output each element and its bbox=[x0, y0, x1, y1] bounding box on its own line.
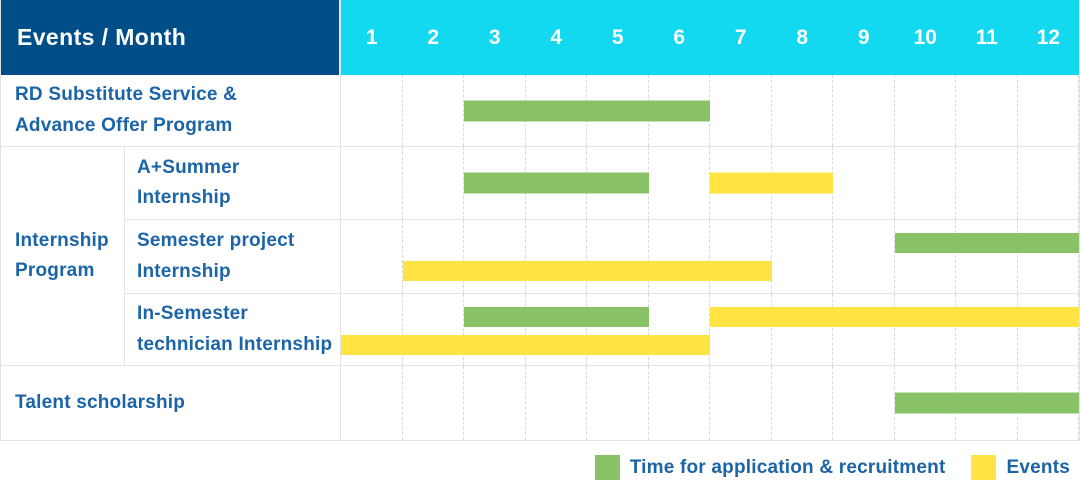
month-gridline bbox=[403, 75, 464, 146]
month-header-3: 3 bbox=[488, 25, 501, 49]
legend-label-events: Events bbox=[1006, 456, 1070, 478]
timeline-semester-project-internship bbox=[341, 220, 1079, 294]
timeline-bar-events bbox=[710, 307, 1079, 327]
month-gridline bbox=[403, 294, 464, 365]
month-gridline bbox=[956, 220, 1018, 293]
month-gridline bbox=[341, 75, 403, 146]
month-gridline bbox=[403, 147, 464, 219]
month-header-8: 8 bbox=[796, 25, 809, 49]
month-gridline bbox=[341, 294, 403, 365]
month-gridline bbox=[895, 147, 956, 219]
month-header-11: 11 bbox=[975, 25, 998, 49]
month-header-6: 6 bbox=[673, 25, 686, 49]
row-label-in-semester-technician-internship: In-Semester technician Internship bbox=[125, 294, 341, 366]
month-gridline bbox=[341, 147, 403, 219]
month-gridline bbox=[526, 294, 587, 365]
row-label-semester-project-internship: Semester project Internship bbox=[125, 220, 341, 294]
month-gridline bbox=[895, 220, 956, 293]
month-header-1: 1 bbox=[365, 25, 378, 49]
green-swatch-icon bbox=[594, 455, 620, 480]
month-gridline bbox=[833, 147, 895, 219]
month-gridline bbox=[587, 220, 649, 293]
month-gridline bbox=[403, 220, 464, 293]
timeline-in-semester-technician-internship bbox=[341, 294, 1079, 366]
table-header-title: Events / Month bbox=[1, 0, 341, 75]
timeline-bar-events bbox=[341, 335, 710, 355]
timeline-bar-recruitment bbox=[464, 100, 710, 121]
month-gridline bbox=[649, 366, 710, 440]
timeline-a-plus-summer-internship bbox=[341, 147, 1079, 220]
month-gridline bbox=[526, 366, 587, 440]
month-gridline bbox=[710, 75, 772, 146]
row-label-rd-substitute-advance-offer: RD Substitute Service & Advance Offer Pr… bbox=[1, 75, 341, 147]
month-gridline bbox=[526, 220, 587, 293]
month-gridline bbox=[464, 220, 526, 293]
month-gridline bbox=[895, 294, 956, 365]
month-gridline bbox=[833, 220, 895, 293]
group-label-internship-program: Internship Program bbox=[1, 147, 125, 366]
month-gridline bbox=[833, 366, 895, 440]
month-gridline bbox=[1018, 294, 1079, 365]
month-gridline bbox=[587, 366, 649, 440]
month-gridline bbox=[341, 220, 403, 293]
month-gridline bbox=[649, 147, 710, 219]
legend-item-events: Events bbox=[971, 455, 1070, 480]
month-gridline bbox=[772, 294, 833, 365]
month-gridline bbox=[649, 294, 710, 365]
timeline-bar-recruitment bbox=[894, 233, 1079, 253]
month-gridline bbox=[464, 366, 526, 440]
month-gridline bbox=[403, 366, 464, 440]
timeline-bar-recruitment bbox=[464, 307, 649, 327]
month-gridline bbox=[833, 294, 895, 365]
timeline-bar-recruitment bbox=[894, 392, 1079, 414]
row-label-talent-scholarship: Talent scholarship bbox=[1, 366, 341, 441]
timeline-bar-recruitment bbox=[464, 172, 649, 194]
month-gridline bbox=[649, 220, 710, 293]
month-gridline bbox=[956, 294, 1018, 365]
timeline-rd-substitute-advance-offer bbox=[341, 75, 1079, 147]
month-gridline bbox=[772, 220, 833, 293]
month-gridline bbox=[1018, 75, 1079, 146]
month-header-5: 5 bbox=[611, 25, 624, 49]
month-gridline bbox=[833, 75, 895, 146]
events-month-gantt-table: Events / Month 1 2 3 4 5 6 7 8 9 10 11 12 RD Substi… bbox=[0, 0, 1080, 441]
month-header-4: 4 bbox=[550, 25, 563, 49]
legend: Time for application & recruitment Event… bbox=[0, 441, 1080, 494]
month-gridline bbox=[956, 147, 1018, 219]
month-header-12: 12 bbox=[1036, 25, 1060, 49]
month-header-row: 1 2 3 4 5 6 7 8 9 10 11 12 bbox=[341, 0, 1079, 75]
month-gridline bbox=[710, 366, 772, 440]
month-header-7: 7 bbox=[734, 25, 747, 49]
row-label-a-plus-summer-internship: A+Summer Internship bbox=[125, 147, 341, 220]
timeline-talent-scholarship bbox=[341, 366, 1079, 441]
month-gridline bbox=[1018, 220, 1079, 293]
timeline-bar-events bbox=[710, 172, 833, 194]
month-header-2: 2 bbox=[427, 25, 440, 49]
month-gridline bbox=[341, 366, 403, 440]
month-gridline bbox=[895, 75, 956, 146]
timeline-bar-events bbox=[402, 261, 772, 281]
month-gridline bbox=[587, 294, 649, 365]
month-gridline bbox=[772, 366, 833, 440]
legend-label-application-recruitment: Time for application & recruitment bbox=[629, 456, 946, 478]
yellow-swatch-icon bbox=[971, 455, 997, 480]
month-header-9: 9 bbox=[857, 25, 870, 49]
month-gridline bbox=[772, 75, 833, 146]
legend-item-application-recruitment: Time for application & recruitment bbox=[594, 455, 946, 480]
month-gridline bbox=[1018, 147, 1079, 219]
month-gridline bbox=[710, 294, 772, 365]
month-gridline bbox=[710, 220, 772, 293]
month-gridline bbox=[464, 294, 526, 365]
month-header-10: 10 bbox=[913, 25, 937, 49]
month-gridline bbox=[956, 75, 1018, 146]
